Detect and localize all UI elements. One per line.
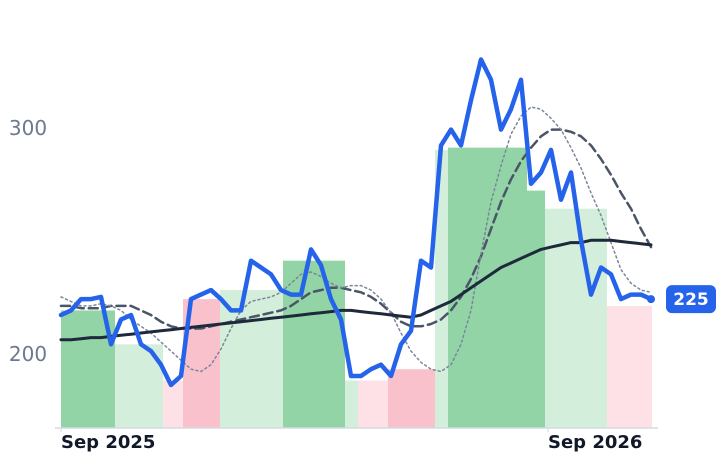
period-block: [435, 149, 448, 429]
period-block: [448, 147, 527, 429]
value-label: 225: [673, 290, 709, 310]
x-tick-label: Sep 2026: [548, 432, 642, 453]
series-line: [59, 238, 653, 342]
period-block: [607, 305, 652, 428]
series-line: [59, 128, 653, 330]
x-tick-label: Sep 2025: [61, 432, 155, 453]
last-point: [647, 295, 655, 304]
period-block: [527, 190, 545, 428]
y-tick-label: 300: [9, 116, 47, 140]
series-line: [60, 106, 652, 373]
period-block: [358, 380, 388, 428]
period-block: [163, 380, 183, 428]
period-block: [345, 380, 358, 428]
y-tick-label: 200: [9, 342, 47, 366]
series-line: [58, 57, 654, 388]
value-badge: [666, 285, 716, 314]
period-block: [388, 369, 435, 428]
